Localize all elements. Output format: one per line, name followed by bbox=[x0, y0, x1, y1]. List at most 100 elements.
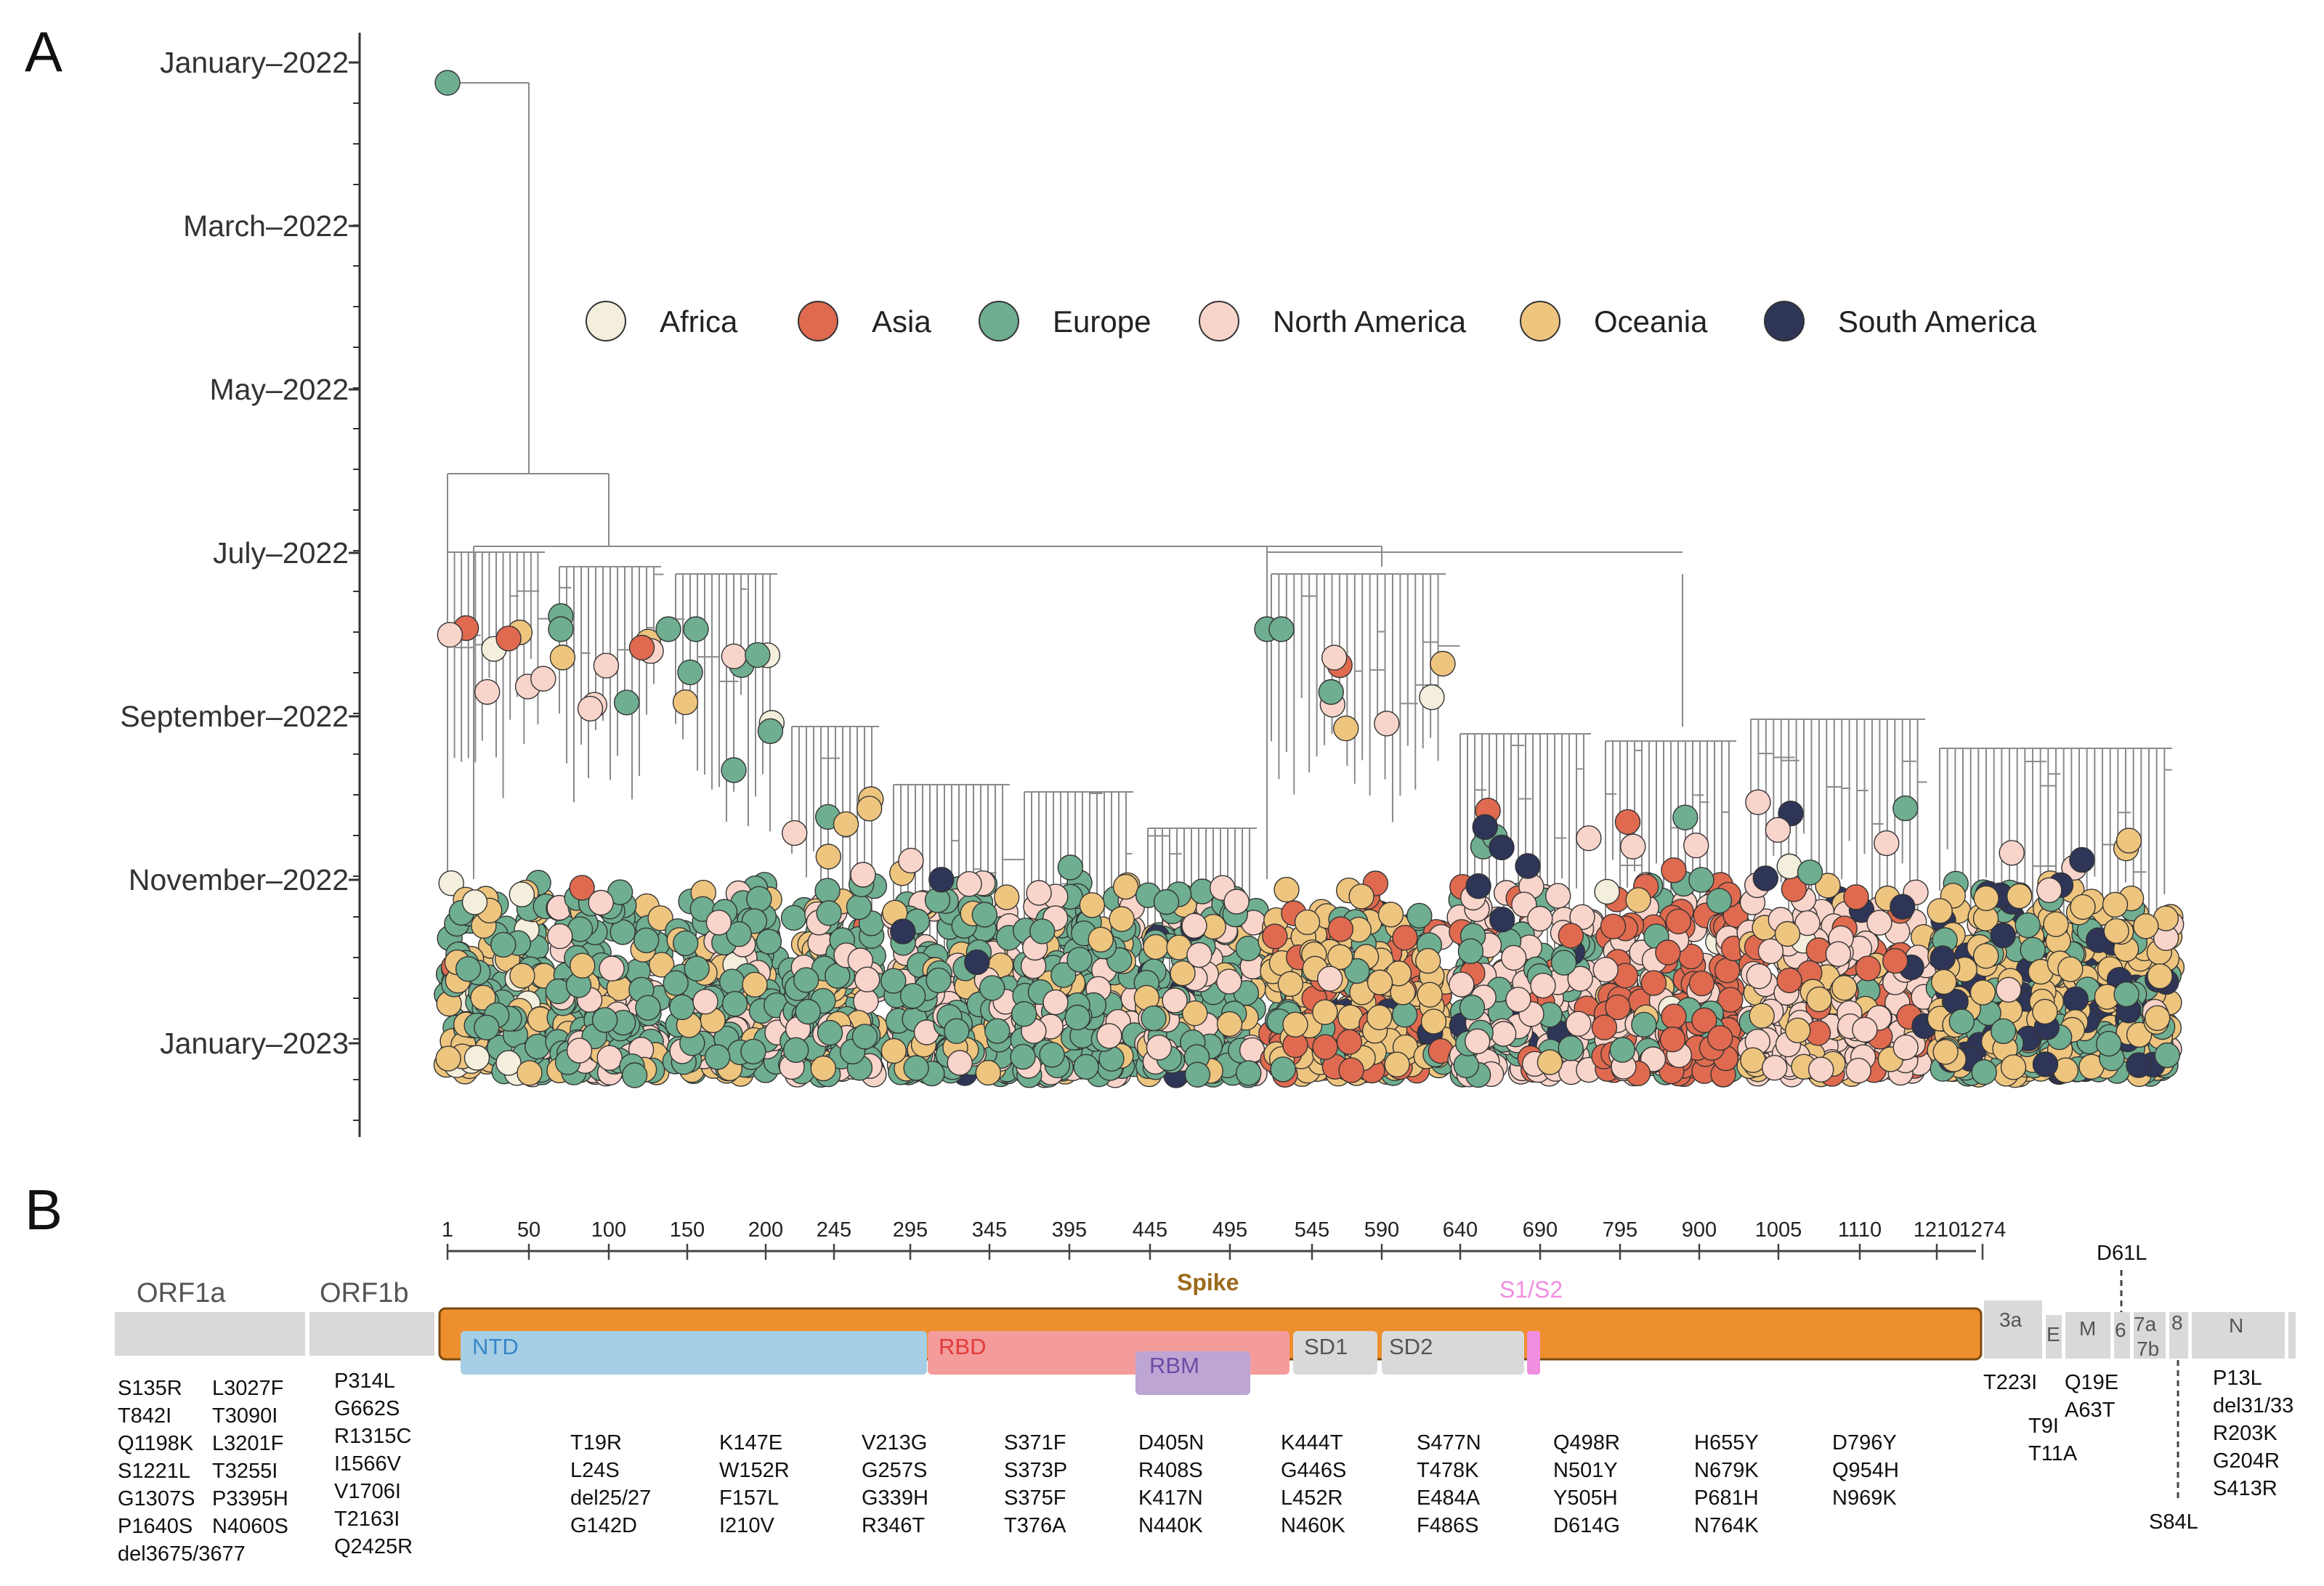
e-label: E bbox=[2046, 1323, 2060, 1346]
mutation-label: A63T bbox=[2065, 1399, 2116, 1422]
mutation-label: P1640S bbox=[118, 1515, 193, 1538]
mutation-label: K417N bbox=[1138, 1486, 1203, 1510]
legend-label: Oceania bbox=[1594, 304, 1708, 339]
m-box bbox=[2065, 1312, 2110, 1359]
mutation-label: S1221L bbox=[118, 1460, 190, 1483]
mutation-label: V1706I bbox=[334, 1480, 401, 1503]
orf6-label: 6 bbox=[2115, 1319, 2126, 1341]
date-label: January–2023 bbox=[160, 1027, 349, 1060]
mutation-label: Q1198K bbox=[118, 1432, 194, 1455]
mutation-label: G662S bbox=[334, 1397, 400, 1420]
mutation-label: del3675/3677 bbox=[118, 1542, 246, 1566]
ruler-tick-label: 150 bbox=[670, 1218, 705, 1242]
orf7a-box bbox=[2134, 1312, 2166, 1359]
rbd-label: RBD bbox=[939, 1334, 986, 1359]
mutation-label: N969K bbox=[1832, 1486, 1897, 1510]
ruler-tick-label: 200 bbox=[748, 1218, 783, 1242]
mutation-label: R1315C bbox=[334, 1425, 411, 1448]
spike-label: Spike bbox=[1177, 1269, 1239, 1295]
mutation-label: del31/33 bbox=[2213, 1394, 2293, 1417]
mutation-label: S371F bbox=[1004, 1431, 1066, 1454]
sd2-box bbox=[1382, 1331, 1524, 1375]
mutation-label: S375F bbox=[1004, 1486, 1066, 1510]
date-label: July–2022 bbox=[213, 536, 349, 570]
mutation-label: N501Y bbox=[1553, 1459, 1618, 1482]
date-label: March–2022 bbox=[183, 209, 349, 243]
mutation-label: S413R bbox=[2213, 1477, 2278, 1500]
ruler-tick-label: 590 bbox=[1364, 1218, 1399, 1242]
mutation-label: W152R bbox=[719, 1459, 790, 1482]
orf7a-label: 7a bbox=[2134, 1313, 2157, 1335]
sd2-label: SD2 bbox=[1389, 1334, 1433, 1359]
genome-map: ORF1a ORF1b Spike S1/S2 NTD RBD RBM SD1 … bbox=[115, 1269, 2296, 1500]
orf8-label: 8 bbox=[2171, 1311, 2183, 1334]
ruler-tick-label: 495 bbox=[1212, 1218, 1247, 1242]
mutation-label: Q19E bbox=[2065, 1371, 2118, 1394]
ruler-tick-label: 1210 bbox=[1914, 1218, 1961, 1242]
ruler-tick-label: 900 bbox=[1682, 1218, 1717, 1242]
mutation-label: T19R bbox=[570, 1431, 622, 1454]
mutation-label: S477N bbox=[1417, 1431, 1481, 1454]
mutation-label: D61L bbox=[2097, 1242, 2147, 1265]
mutation-label: L3027F bbox=[212, 1377, 283, 1400]
s1s2-label: S1/S2 bbox=[1499, 1277, 1563, 1303]
mutation-label: P3395H bbox=[212, 1487, 288, 1510]
mutation-label: L452R bbox=[1281, 1486, 1343, 1510]
ruler-tick-label: 1 bbox=[442, 1218, 453, 1242]
mutation-label: E484A bbox=[1417, 1486, 1481, 1510]
mutation-label: N679K bbox=[1694, 1459, 1759, 1482]
ruler-tick-label: 245 bbox=[817, 1218, 851, 1242]
mutation-label: T3255I bbox=[212, 1460, 278, 1483]
spike-residue-ruler: 1 50 100 150 200 245 295 345 395 445 495 545 590 640 6… bbox=[442, 1218, 2006, 1260]
ruler-tick-label: 690 bbox=[1523, 1218, 1558, 1242]
legend-swatch bbox=[1199, 301, 1239, 341]
mutation-label: G339H bbox=[862, 1486, 928, 1510]
mutation-label: T842I bbox=[118, 1404, 171, 1428]
mutation-label: I210V bbox=[719, 1514, 774, 1537]
ruler-tick-label: 295 bbox=[893, 1218, 928, 1242]
mutation-label: N440K bbox=[1138, 1514, 1203, 1537]
mutation-label: I1566V bbox=[334, 1452, 402, 1476]
mutation-label: V213G bbox=[862, 1431, 927, 1454]
time-axis-labels: January–2022 March–2022 May–2022 July–2022 S… bbox=[120, 46, 349, 1060]
sd1-box bbox=[1293, 1331, 1377, 1375]
orf7b-label: 7b bbox=[2137, 1338, 2159, 1360]
mutation-label: T9I bbox=[2028, 1415, 2059, 1438]
mutation-labels: S135R T842I Q1198K S1221L G1307S P1640S del367… bbox=[118, 1242, 2293, 1566]
date-label: November–2022 bbox=[129, 863, 349, 897]
e-box bbox=[2046, 1315, 2062, 1359]
panel-a-label: A bbox=[25, 20, 62, 84]
legend-swatch bbox=[586, 301, 626, 341]
mutation-label: T478K bbox=[1417, 1459, 1479, 1482]
mutation-label: G204R bbox=[2213, 1449, 2280, 1473]
n-box bbox=[2192, 1312, 2285, 1359]
time-axis bbox=[349, 33, 361, 1137]
rbm-label: RBM bbox=[1149, 1353, 1199, 1378]
mutation-label: Y505H bbox=[1553, 1486, 1618, 1510]
mutation-label: P681H bbox=[1694, 1486, 1759, 1510]
legend-swatch bbox=[1764, 301, 1805, 341]
mutation-label: T223I bbox=[1983, 1371, 2037, 1394]
mutation-label: P314L bbox=[334, 1369, 395, 1393]
rbm-box bbox=[1135, 1351, 1250, 1395]
ruler-tick-label: 1110 bbox=[1838, 1218, 1882, 1242]
mutation-label: T11A bbox=[2028, 1442, 2078, 1465]
mutation-label: G142D bbox=[570, 1514, 637, 1537]
region-legend: Africa Asia Europe North America Oceania Sout… bbox=[586, 301, 2037, 341]
s1s2-box bbox=[1527, 1331, 1540, 1375]
ruler-tick-label: 1005 bbox=[1755, 1218, 1802, 1242]
mutation-label: F157L bbox=[719, 1486, 779, 1510]
tree-tips bbox=[433, 70, 2185, 1088]
ruler-tick-label: 50 bbox=[517, 1218, 540, 1242]
mutation-label: K444T bbox=[1281, 1431, 1343, 1454]
orf3a-box bbox=[1984, 1300, 2042, 1359]
mutation-label: T3090I bbox=[212, 1404, 278, 1428]
mutation-label: L3201F bbox=[212, 1432, 283, 1455]
ruler-tick-label: 395 bbox=[1052, 1218, 1087, 1242]
legend-label: Asia bbox=[872, 304, 931, 339]
mutation-label: N460K bbox=[1281, 1514, 1345, 1537]
mutation-label: del25/27 bbox=[570, 1486, 651, 1510]
ruler-tick-label: 1274 bbox=[1959, 1218, 2007, 1242]
ruler-tick-label: 640 bbox=[1443, 1218, 1478, 1242]
